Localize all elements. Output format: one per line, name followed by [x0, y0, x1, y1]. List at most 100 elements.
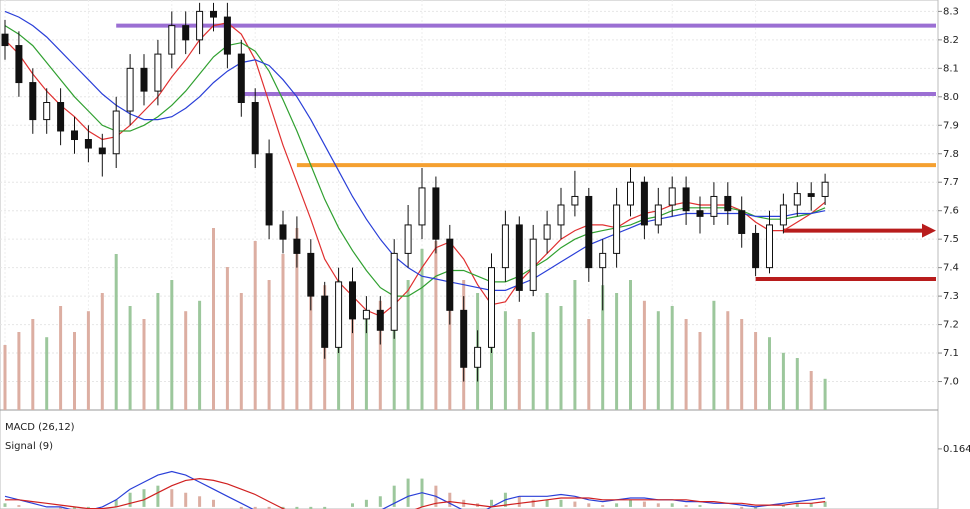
volume-bar [559, 306, 563, 410]
candle-body [168, 25, 176, 55]
volume-bar [378, 300, 382, 410]
candle-body [793, 193, 801, 206]
candle-body [140, 67, 148, 92]
macd-histogram [198, 496, 202, 507]
macd-histogram [309, 506, 313, 509]
candle-body [265, 153, 273, 226]
candle-body [432, 187, 440, 240]
candle-body [376, 309, 384, 331]
macd-histogram [114, 499, 118, 507]
candle-body [807, 193, 815, 197]
macd-histogram [615, 503, 619, 507]
candle-body [223, 16, 231, 55]
volume-bar [364, 319, 368, 410]
volume-bar [754, 332, 758, 410]
volume-bar [726, 311, 730, 410]
y-tick-label: 7.9 [943, 120, 959, 131]
volume-bar [156, 293, 160, 410]
macd-histogram [128, 492, 132, 507]
volume-bar [114, 254, 118, 410]
macd-histogram [670, 503, 674, 507]
y-tick-label: 0.164 [943, 444, 970, 455]
macd-histogram [156, 485, 160, 507]
candle-body [418, 187, 426, 226]
candle-body [668, 187, 676, 206]
legend-entry: MACD (26,12) [5, 422, 75, 433]
macd-histogram [809, 503, 813, 507]
candle-body [488, 267, 495, 348]
volume-bar [642, 300, 646, 410]
volume-bar [629, 280, 632, 410]
candle-body [654, 204, 662, 226]
macd-histogram [642, 501, 646, 507]
macd-histogram [3, 503, 7, 507]
macd-histogram [86, 506, 90, 509]
candle-body [15, 45, 23, 84]
volume-bar [184, 311, 188, 410]
axis: 7.0 7.1 7.2 7.3 7.4 7.5 7.6 7.7 7.8 7.9 8.0 8.1 8.2 8… [5, 6, 970, 455]
price-panel [0, 0, 938, 410]
volume-bar [503, 311, 507, 410]
y-tick-label: 8.3 [943, 6, 959, 17]
volume-bar [781, 352, 785, 410]
y-tick-label: 7.7 [943, 177, 959, 188]
volume-bar [448, 267, 452, 410]
candle-body [84, 139, 92, 149]
volume-bar [225, 267, 229, 410]
volume-bar [795, 358, 799, 410]
volume-bar [601, 285, 605, 410]
volume-bar [351, 306, 354, 410]
candle-body [98, 147, 106, 155]
volume-bar [73, 332, 76, 410]
volume-bar [698, 332, 702, 410]
volume-bar [100, 293, 104, 410]
macd-histogram [531, 499, 535, 507]
candle-body [501, 224, 509, 269]
volume-bar [198, 300, 202, 410]
volume-bar [212, 228, 215, 410]
volume-bar [3, 345, 7, 410]
candle-body [640, 181, 648, 226]
y-tick-label: 7.8 [943, 149, 959, 160]
macd-histogram [629, 499, 632, 507]
volume-bar [684, 319, 688, 410]
candle-body [529, 238, 537, 291]
candle-body [613, 204, 621, 254]
macd-histogram [601, 505, 605, 507]
candle-body [724, 195, 732, 212]
volume-bar [517, 319, 521, 410]
candle-body [515, 224, 523, 291]
candle-body [682, 187, 690, 212]
volume-bar [142, 319, 146, 410]
candle-body [57, 102, 65, 132]
candle-body [154, 53, 162, 92]
volume-bar [670, 306, 674, 410]
volume-bar [406, 280, 410, 410]
volume-bar [490, 306, 493, 410]
candle-body [210, 10, 217, 18]
macd-histogram [781, 505, 785, 507]
macd-histogram [73, 506, 76, 509]
volume-bar [823, 378, 827, 410]
candle-body [821, 181, 829, 197]
candle-body [1, 33, 9, 47]
moving-average [4, 10, 826, 291]
candle-body [293, 238, 301, 254]
candle-body [126, 67, 134, 112]
volume-bar [17, 332, 21, 410]
candle-body [112, 110, 120, 155]
macd-histogram [212, 499, 215, 507]
volume-bar [809, 371, 813, 410]
macd-line [4, 470, 826, 509]
volume-bar [253, 241, 257, 410]
candle-body [43, 102, 51, 121]
candle-body [335, 281, 343, 348]
y-tick-label: 8.0 [943, 92, 959, 103]
volume-bar [573, 280, 577, 410]
macd-histogram [448, 492, 452, 507]
volume-bar [545, 293, 549, 410]
macd-histogram [323, 506, 327, 509]
y-tick-label: 7.4 [943, 263, 959, 274]
